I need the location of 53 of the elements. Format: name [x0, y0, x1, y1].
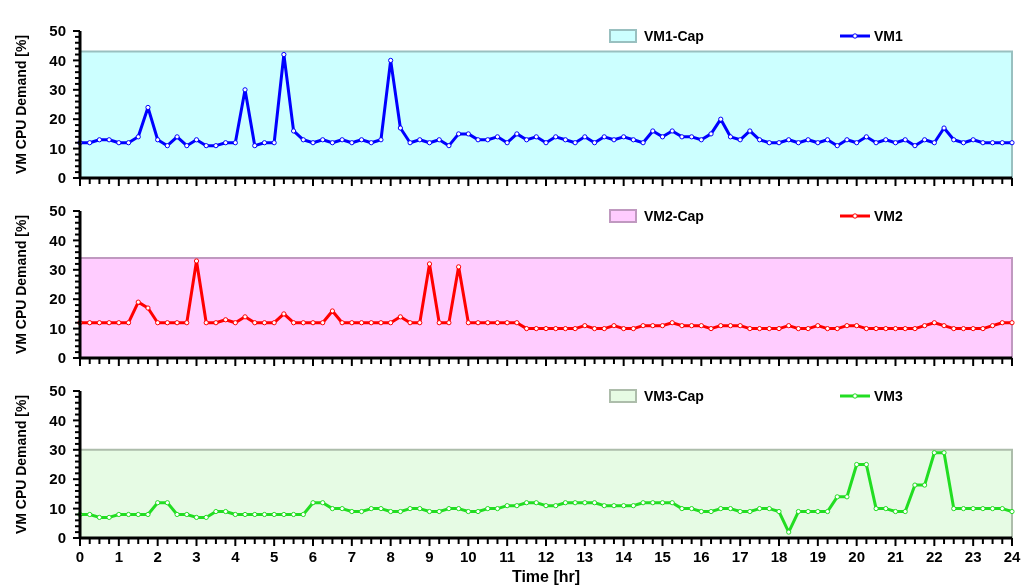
x-tick-label: 2 — [153, 548, 162, 565]
x-tick-label: 0 — [75, 548, 85, 565]
y-tick-label: 20 — [49, 470, 66, 488]
x-tick-label: 17 — [731, 548, 749, 565]
x-tick-label: 3 — [192, 548, 201, 565]
y-tick-label: 30 — [49, 81, 66, 99]
y-tick-label: 20 — [49, 110, 66, 128]
y-tick-label: 50 — [49, 382, 66, 400]
x-tick-label: 4 — [231, 548, 241, 565]
y-axis-title: VM CPU Demand [%] — [13, 214, 29, 355]
legend-label: VM2 — [874, 207, 903, 224]
x-tick-label: 23 — [964, 548, 982, 565]
x-tick-label: 11 — [499, 548, 516, 565]
legend-label: VM1-Cap — [644, 27, 704, 44]
y-tick-label: 0 — [57, 349, 66, 367]
x-tick-label: 5 — [269, 548, 279, 565]
x-tick-label: 18 — [770, 548, 788, 565]
y-tick-label: 30 — [49, 261, 66, 279]
x-tick-label: 1 — [114, 548, 124, 565]
y-axis-title: VM CPU Demand [%] — [13, 394, 29, 535]
legend-label: VM3 — [874, 387, 903, 404]
x-tick-label: 8 — [386, 548, 395, 565]
y-tick-label: 10 — [49, 139, 66, 157]
legend-label: VM1 — [874, 27, 903, 44]
x-tick-label: 24 — [1003, 548, 1021, 565]
y-tick-label: 50 — [49, 202, 66, 220]
legend-label: VM2-Cap — [644, 207, 704, 224]
y-tick-label: 50 — [49, 22, 66, 40]
x-tick-label: 16 — [692, 548, 710, 565]
y-tick-label: 10 — [49, 319, 66, 337]
y-tick-label: 20 — [49, 290, 66, 308]
x-tick-label: 15 — [654, 548, 671, 565]
x-tick-label: 14 — [615, 548, 633, 565]
y-tick-label: 0 — [57, 529, 66, 547]
y-tick-label: 0 — [57, 169, 66, 187]
legend-label: VM3-Cap — [644, 387, 704, 404]
y-tick-label: 40 — [49, 231, 66, 249]
x-tick-label: 21 — [887, 548, 904, 565]
x-tick-label: 13 — [576, 548, 594, 565]
x-tick-label: 9 — [425, 548, 434, 565]
x-tick-label: 20 — [848, 548, 866, 565]
x-tick-label: 10 — [459, 548, 477, 565]
y-tick-label: 30 — [49, 441, 66, 459]
y-tick-label: 40 — [49, 51, 66, 69]
y-tick-label: 10 — [49, 499, 66, 517]
x-tick-label: 6 — [308, 548, 318, 565]
y-axis-title: VM CPU Demand [%] — [13, 34, 29, 175]
y-tick-label: 40 — [49, 411, 66, 429]
x-tick-label: 12 — [537, 548, 555, 565]
x-axis-title: Time [hr] — [511, 568, 581, 585]
x-tick-label: 22 — [925, 548, 943, 565]
x-tick-label: 7 — [347, 548, 357, 565]
x-tick-label: 19 — [809, 548, 827, 565]
